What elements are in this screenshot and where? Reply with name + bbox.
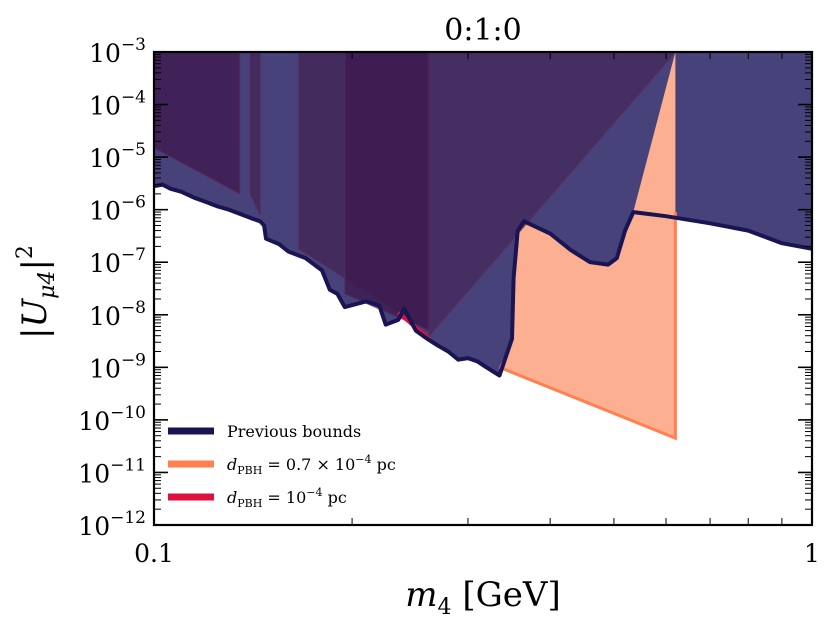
legend-label-previous-bounds: Previous bounds [227, 422, 361, 441]
band-layer [154, 52, 677, 338]
plot-area [154, 52, 812, 441]
constraint-band-1 [249, 52, 261, 216]
y-tick-label: 10−6 [89, 193, 146, 226]
constraint-band-0 [154, 52, 241, 196]
constraint-band-3 [344, 52, 430, 332]
y-tick-label: 10−9 [89, 350, 146, 383]
y-tick-label: 10−7 [89, 245, 146, 278]
y-tick-label: 10−11 [78, 455, 146, 488]
y-tick-label: 10−12 [78, 508, 146, 541]
y-tick-label: 10−10 [78, 403, 146, 436]
y-tick-label: 10−8 [89, 298, 146, 331]
previous-bounds-line [154, 182, 812, 378]
legend-label-pbh-2: dPBH = 10−4 pc [227, 486, 347, 510]
legend-label-pbh-1: dPBH = 0.7 × 10−4 pc [227, 453, 396, 477]
y-tick-label: 10−4 [89, 88, 146, 121]
legend: Previous bounds dPBH = 0.7 × 10−4 pc dPBH … [168, 422, 396, 510]
y-axis-label: |Uμ4|2 [13, 245, 60, 339]
y-axis-label-group: |Uμ4|2 [13, 245, 60, 339]
tick-label-layer: 10−310−410−510−610−710−810−910−1010−1110… [78, 35, 820, 568]
plot-frame [152, 50, 814, 527]
line-layer [154, 182, 812, 441]
x-tick-label: 0.1 [134, 539, 174, 568]
pbh-07-region [499, 52, 676, 439]
y-tick-label: 10−5 [89, 140, 146, 173]
pbh-07-boundary [498, 212, 677, 441]
y-tick-label: 10−3 [89, 35, 146, 68]
constraint-band-4 [428, 52, 677, 338]
x-tick-label: 1 [804, 539, 820, 568]
chart-title: 0:1:0 [444, 13, 521, 48]
x-axis-label: m4 [GeV] [405, 575, 560, 620]
